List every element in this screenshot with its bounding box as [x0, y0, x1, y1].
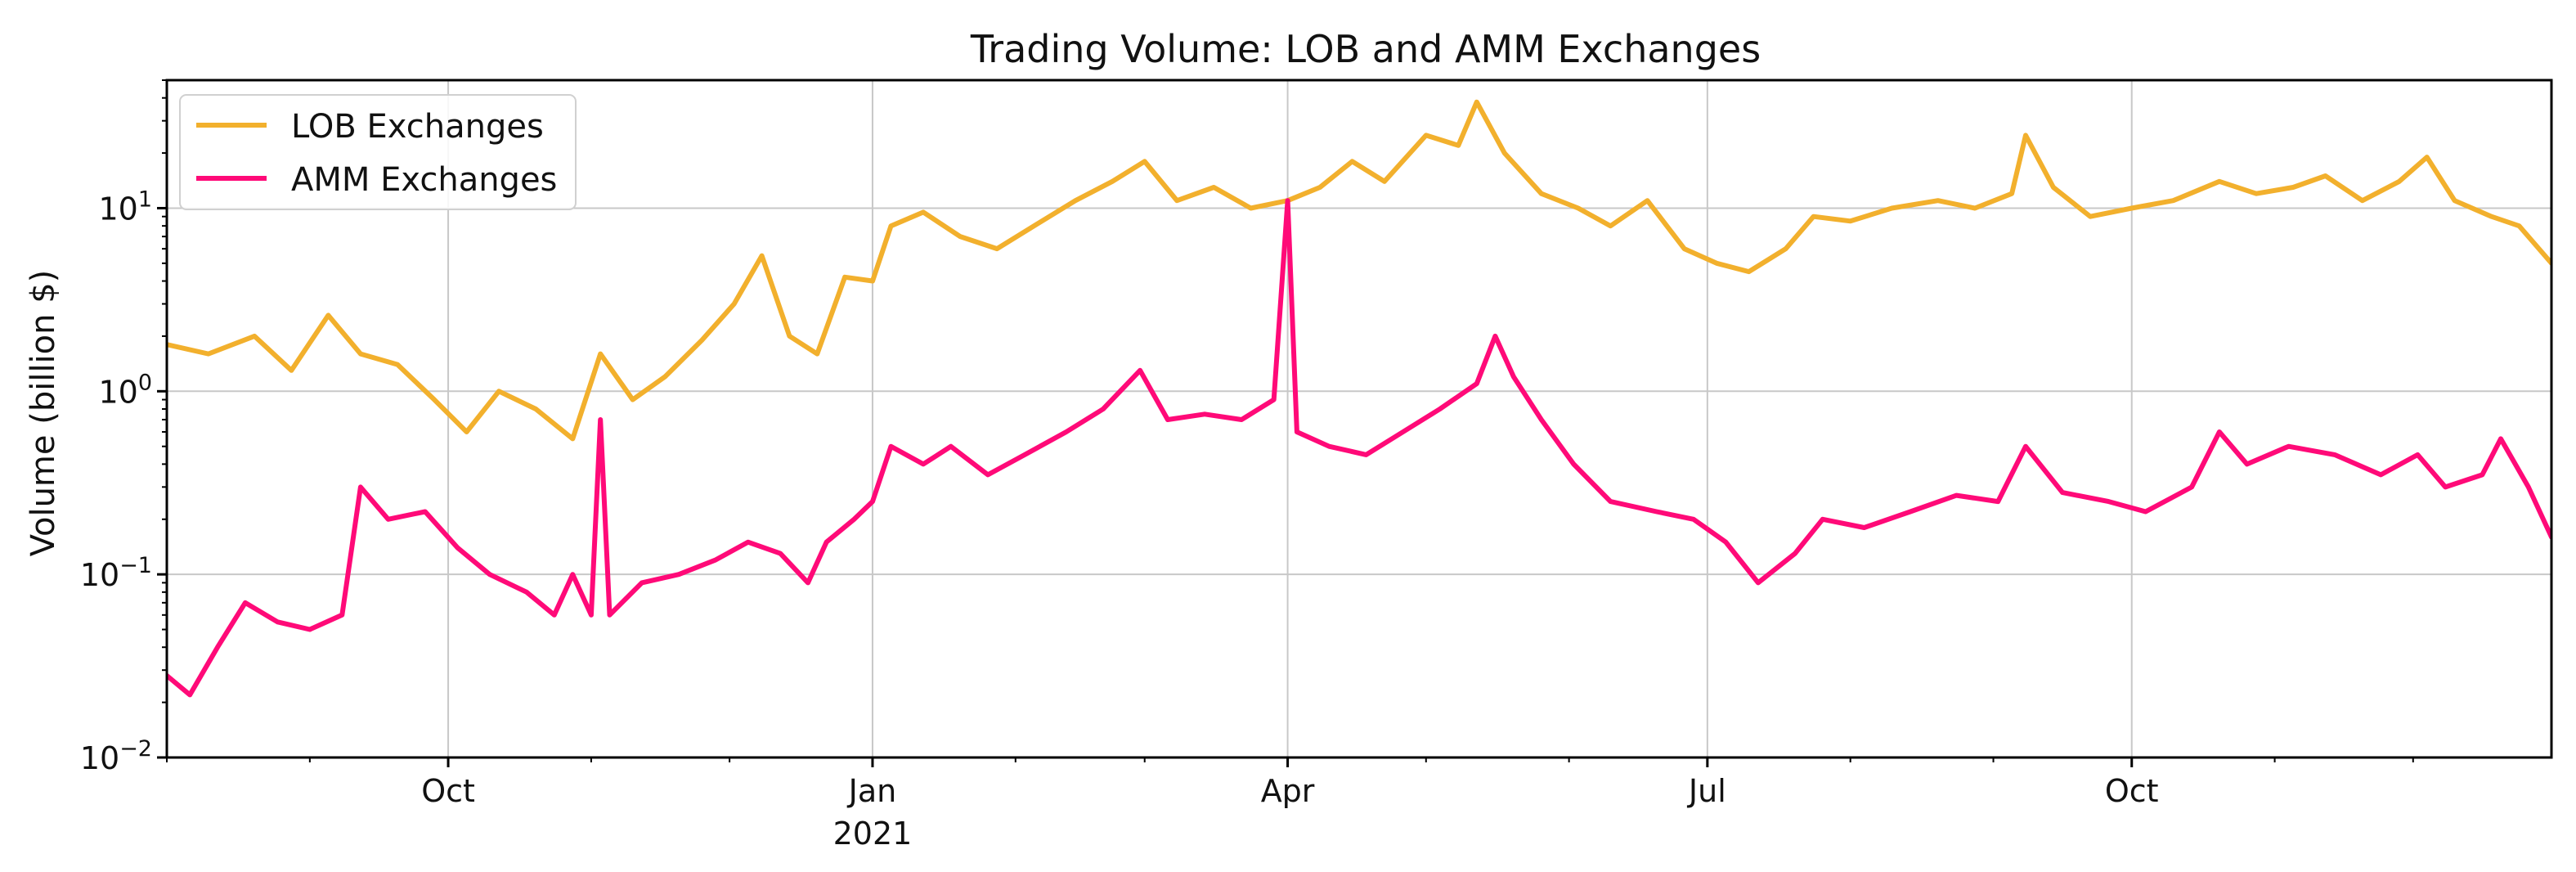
- y-tick-label: 100: [98, 370, 152, 410]
- x-tick-label: Jul: [1687, 773, 1726, 809]
- chart-title: Trading Volume: LOB and AMM Exchanges: [970, 27, 1761, 71]
- legend: LOB Exchanges AMM Exchanges: [179, 94, 577, 210]
- legend-box: [179, 94, 577, 210]
- series-line-lob: [167, 99, 2551, 442]
- y-axis-label: Volume (billion $): [25, 270, 62, 557]
- legend-label-amm: AMM Exchanges: [291, 161, 557, 199]
- legend-label-lob: LOB Exchanges: [291, 108, 544, 146]
- x-tick-label: Apr: [1261, 773, 1315, 809]
- series-line-amm: [167, 198, 2551, 698]
- x-tick-label: Jan: [847, 773, 897, 809]
- axis-ticks: 10−2 10−1 100 101 Oct Jan 2021 Apr Jul Oct: [80, 79, 2414, 852]
- y-tick-label: 101: [98, 187, 152, 227]
- y-tick-label: 10−2: [80, 736, 152, 776]
- series-lines: [167, 99, 2551, 698]
- x-tick-sublabel: 2021: [833, 816, 913, 852]
- x-tick-label: Oct: [421, 773, 475, 809]
- x-tick-label: Oct: [2105, 773, 2159, 809]
- y-tick-label: 10−1: [80, 553, 152, 593]
